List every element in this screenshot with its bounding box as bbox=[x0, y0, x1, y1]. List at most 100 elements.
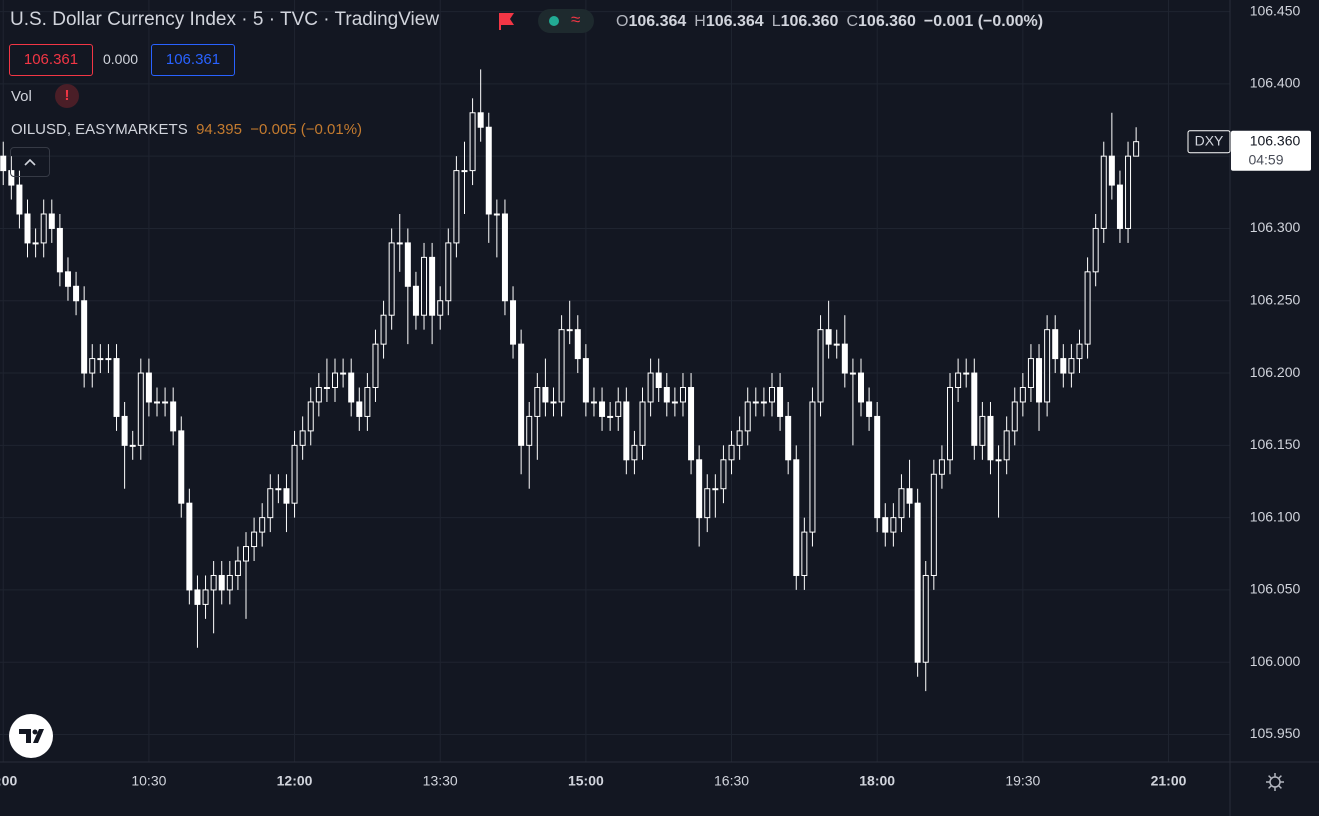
candle-body bbox=[24, 213, 31, 244]
candle bbox=[526, 401, 533, 489]
ohlc-key: C bbox=[846, 13, 859, 30]
candle bbox=[849, 358, 856, 446]
candle bbox=[582, 344, 589, 417]
candle-body bbox=[1084, 271, 1091, 345]
candle-body bbox=[16, 184, 23, 215]
candle bbox=[1019, 373, 1026, 417]
candle bbox=[267, 474, 274, 533]
bid-box[interactable]: 106.361 bbox=[9, 44, 93, 76]
x-tick-label: 9:00 bbox=[0, 773, 17, 789]
candle-body bbox=[582, 358, 589, 403]
candle-body bbox=[639, 401, 646, 446]
candle-body bbox=[752, 401, 759, 404]
candle bbox=[817, 315, 824, 417]
candle-body bbox=[170, 401, 177, 432]
price-box bbox=[1231, 130, 1311, 171]
flag-icon[interactable] bbox=[498, 11, 516, 31]
candle bbox=[1052, 315, 1059, 374]
candle-body bbox=[801, 531, 808, 576]
candle bbox=[898, 474, 905, 533]
candle-body bbox=[429, 256, 436, 316]
candle bbox=[97, 344, 104, 374]
candle-body bbox=[453, 170, 460, 244]
candle-body bbox=[89, 358, 96, 374]
candle-body bbox=[825, 329, 832, 345]
ohlc-key: H bbox=[694, 13, 706, 30]
candle-body bbox=[332, 372, 339, 389]
candle-body bbox=[768, 387, 775, 403]
candle-body bbox=[744, 401, 751, 432]
candle bbox=[153, 387, 160, 417]
candle bbox=[631, 430, 638, 475]
candle-body bbox=[1125, 155, 1132, 229]
candle bbox=[1133, 127, 1140, 157]
candle bbox=[323, 358, 330, 402]
candle-body bbox=[510, 300, 517, 345]
candle-body bbox=[615, 401, 622, 417]
candle-body bbox=[421, 256, 428, 316]
candle-body bbox=[97, 358, 104, 361]
collapse-button[interactable] bbox=[10, 147, 50, 177]
candle-body bbox=[898, 488, 905, 519]
candle bbox=[688, 373, 695, 475]
candle bbox=[356, 387, 363, 431]
candle-body bbox=[113, 358, 120, 417]
ohlc-value: 106.360 bbox=[780, 13, 839, 30]
candle bbox=[162, 387, 169, 417]
candle bbox=[445, 228, 452, 316]
candle-body bbox=[1100, 155, 1107, 229]
logo[interactable] bbox=[9, 714, 53, 758]
candle bbox=[461, 141, 468, 214]
candle-body bbox=[955, 372, 962, 389]
candle bbox=[1011, 387, 1018, 446]
candle bbox=[364, 373, 371, 431]
candle-body bbox=[73, 285, 80, 302]
candle bbox=[558, 315, 565, 417]
status-pill[interactable]: ≈ bbox=[538, 9, 594, 33]
candle bbox=[550, 387, 557, 417]
candle bbox=[243, 532, 249, 619]
candle bbox=[388, 228, 395, 330]
candle bbox=[963, 358, 970, 388]
candle bbox=[655, 358, 662, 402]
candle-body bbox=[129, 444, 136, 447]
candle bbox=[226, 561, 233, 605]
candle-body bbox=[785, 415, 792, 461]
candle-body bbox=[202, 589, 209, 605]
settings-icon[interactable] bbox=[1264, 771, 1286, 793]
candle-body bbox=[1003, 430, 1010, 461]
candle-body bbox=[866, 401, 873, 417]
ohlc-key: L bbox=[771, 13, 781, 30]
candle-body bbox=[267, 488, 274, 519]
candle bbox=[607, 401, 614, 431]
candle-body bbox=[938, 459, 945, 475]
candle-body bbox=[599, 401, 606, 417]
candle bbox=[671, 387, 678, 417]
volume-alert[interactable]: ! bbox=[55, 84, 79, 108]
candle-body bbox=[971, 372, 978, 446]
compare-symbol: OILUSD, EASYMARKETS 94.395 −0.005 (−0.01… bbox=[11, 121, 362, 138]
candle bbox=[809, 387, 816, 547]
candle bbox=[186, 488, 193, 605]
candle bbox=[947, 373, 954, 475]
candle bbox=[113, 344, 120, 431]
candle bbox=[752, 387, 759, 417]
candle bbox=[914, 488, 921, 677]
volume-label: Vol bbox=[11, 88, 32, 105]
candle-body bbox=[234, 560, 241, 576]
candle bbox=[251, 517, 258, 562]
ask-box[interactable]: 106.361 bbox=[151, 44, 235, 76]
candle bbox=[615, 387, 622, 431]
candle bbox=[1108, 112, 1115, 200]
candle bbox=[437, 286, 444, 330]
candle-body bbox=[283, 488, 290, 504]
candle-body bbox=[817, 329, 824, 403]
candle-body bbox=[275, 488, 282, 491]
candle bbox=[922, 561, 929, 692]
candle-body bbox=[882, 517, 889, 533]
candle bbox=[534, 373, 541, 460]
x-tick-label: 19:30 bbox=[1005, 773, 1040, 789]
candle bbox=[340, 358, 347, 388]
